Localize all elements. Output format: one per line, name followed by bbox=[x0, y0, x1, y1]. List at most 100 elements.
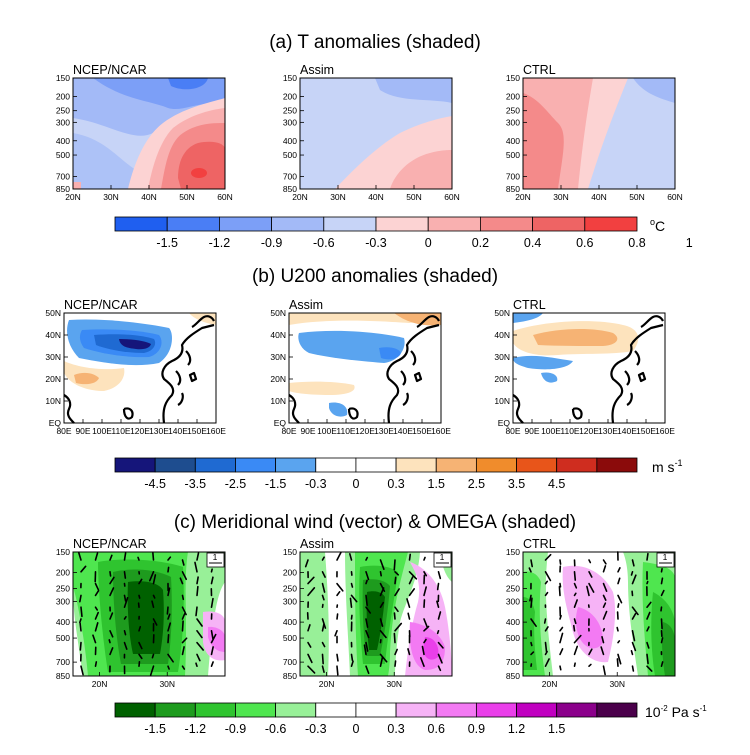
y-tick-label: 200 bbox=[283, 91, 297, 101]
wind-vector bbox=[394, 634, 395, 643]
colorbar-swatch bbox=[396, 703, 436, 717]
x-tick-label: 130E bbox=[149, 426, 169, 436]
colorbar-swatch bbox=[517, 458, 557, 472]
wind-vector bbox=[560, 666, 561, 670]
x-tick-label: 90E bbox=[75, 426, 90, 436]
y-tick-label: EQ bbox=[49, 418, 62, 428]
colorbar-label: 0 bbox=[425, 236, 432, 250]
colorbar-swatch bbox=[324, 217, 376, 231]
wind-vector bbox=[545, 619, 546, 623]
wind-vector bbox=[168, 567, 169, 571]
y-tick-label: 150 bbox=[56, 73, 70, 83]
y-tick-label: 300 bbox=[56, 117, 70, 127]
y-tick-label: 200 bbox=[56, 91, 70, 101]
panel-title: CTRL bbox=[513, 298, 546, 312]
x-tick-label: 40N bbox=[141, 192, 157, 202]
y-tick-label: 500 bbox=[56, 633, 70, 643]
y-tick-label: 850 bbox=[283, 671, 297, 681]
y-tick-label: 200 bbox=[56, 568, 70, 578]
wind-vector bbox=[394, 613, 395, 619]
wind-vector bbox=[152, 654, 153, 657]
colorbar-swatch bbox=[235, 458, 275, 472]
colorbar-swatch bbox=[597, 703, 637, 717]
y-tick-label: 400 bbox=[283, 617, 297, 627]
colorbar-swatch bbox=[167, 217, 219, 231]
colorbar-label: -0.9 bbox=[261, 236, 283, 250]
y-tick-label: 40N bbox=[270, 330, 286, 340]
colorbar-label: -1.5 bbox=[144, 722, 166, 736]
wind-vector bbox=[662, 662, 663, 666]
colorbar-label: 1.5 bbox=[548, 722, 565, 736]
y-tick-label: 50N bbox=[45, 308, 61, 318]
x-tick-label: 120E bbox=[355, 426, 375, 436]
colorbar-swatch bbox=[533, 217, 585, 231]
y-tick-label: 20N bbox=[494, 374, 510, 384]
x-tick-label: 100E bbox=[317, 426, 337, 436]
wind-vector bbox=[139, 595, 140, 598]
wind-vector bbox=[662, 619, 663, 629]
x-tick-label: 20N bbox=[92, 679, 108, 689]
wind-vector bbox=[352, 654, 353, 660]
y-tick-label: 400 bbox=[506, 136, 520, 146]
colorbar-label: 1 bbox=[686, 236, 693, 250]
unit-sup: -1 bbox=[700, 704, 708, 713]
x-tick-label: 160E bbox=[431, 426, 451, 436]
colorbar-label: -1.5 bbox=[265, 477, 287, 491]
colorbar-swatch bbox=[155, 703, 195, 717]
y-tick-label: 850 bbox=[283, 184, 297, 194]
colorbar-label: 0 bbox=[352, 722, 359, 736]
x-tick-label: 110E bbox=[336, 426, 356, 436]
y-tick-label: 10N bbox=[270, 396, 286, 406]
x-tick-label: 130E bbox=[374, 426, 394, 436]
wind-vector bbox=[575, 572, 576, 580]
y-tick-label: 400 bbox=[506, 617, 520, 627]
x-tick-label: 100E bbox=[541, 426, 561, 436]
wind-vector bbox=[633, 666, 634, 671]
y-tick-label: 500 bbox=[283, 633, 297, 643]
x-tick-label: 110E bbox=[111, 426, 131, 436]
wind-vector bbox=[96, 662, 97, 666]
section-a-title: (a) T anomalies (shaded) bbox=[269, 32, 481, 53]
colorbar-swatch bbox=[272, 217, 324, 231]
y-tick-label: 400 bbox=[56, 617, 70, 627]
y-tick-label: 300 bbox=[56, 597, 70, 607]
wind-vector bbox=[647, 582, 648, 584]
wind-vector bbox=[617, 659, 618, 666]
colorbar-label: 3.5 bbox=[508, 477, 525, 491]
colorbar-label: -0.3 bbox=[365, 236, 387, 250]
wind-vector bbox=[167, 607, 168, 614]
y-tick-label: 50N bbox=[270, 308, 286, 318]
wind-vector bbox=[381, 572, 382, 576]
y-tick-label: 250 bbox=[506, 584, 520, 594]
colorbar-label: -0.3 bbox=[305, 722, 327, 736]
x-tick-label: 30N bbox=[609, 679, 625, 689]
colorbar-label: 0.9 bbox=[468, 722, 485, 736]
y-tick-label: 850 bbox=[56, 184, 70, 194]
y-tick-label: 150 bbox=[506, 73, 520, 83]
y-tick-label: 250 bbox=[506, 106, 520, 116]
unit-main: C bbox=[655, 218, 665, 234]
wind-vector bbox=[438, 584, 439, 590]
y-tick-label: 200 bbox=[506, 91, 520, 101]
wind-vector bbox=[196, 663, 197, 666]
wind-vector bbox=[197, 587, 198, 596]
y-tick-label: 400 bbox=[56, 136, 70, 146]
wind-vector bbox=[617, 628, 618, 631]
y-tick-label: EQ bbox=[274, 418, 287, 428]
y-tick-label: 50N bbox=[494, 308, 510, 318]
panel-title: NCEP/NCAR bbox=[73, 63, 147, 77]
x-tick-label: 50N bbox=[179, 192, 195, 202]
y-tick-label: 10N bbox=[494, 396, 510, 406]
x-tick-label: 30N bbox=[386, 679, 402, 689]
wind-vector bbox=[154, 595, 155, 598]
x-tick-label: 150E bbox=[412, 426, 432, 436]
colorbar-label: 0.6 bbox=[428, 722, 445, 736]
wind-vector bbox=[125, 572, 126, 578]
wind-vector bbox=[337, 654, 338, 660]
y-tick-label: 150 bbox=[506, 547, 520, 557]
